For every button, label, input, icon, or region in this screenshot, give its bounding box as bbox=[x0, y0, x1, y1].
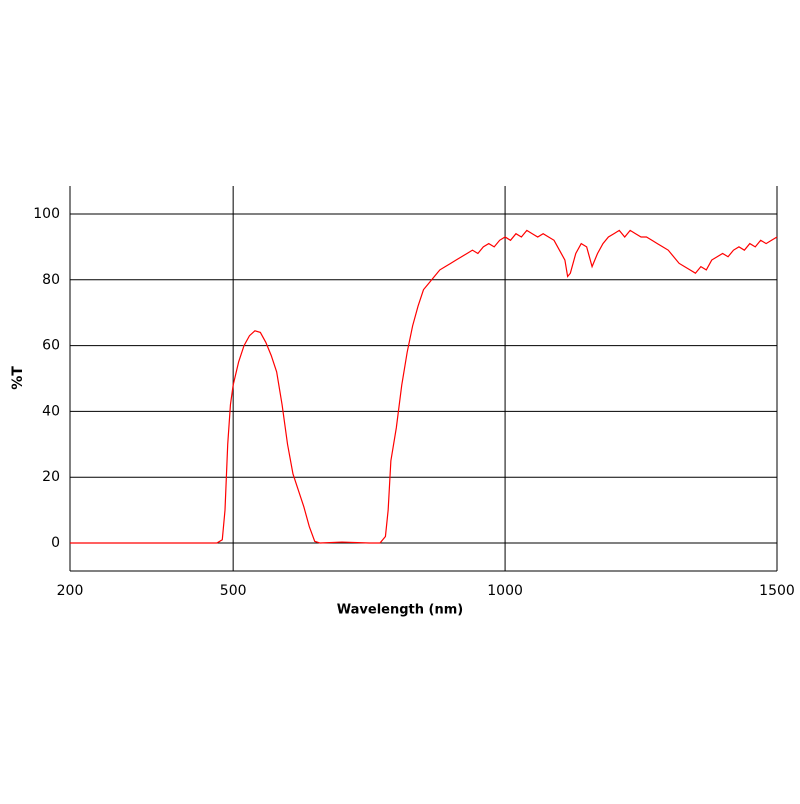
x-tick-label: 1000 bbox=[487, 583, 523, 599]
data-line bbox=[70, 229, 778, 544]
y-tick-label: 60 bbox=[42, 338, 60, 354]
y-tick-label: 40 bbox=[42, 403, 60, 419]
y-tick-label: 80 bbox=[42, 272, 60, 288]
y-tick-label: 0 bbox=[51, 535, 60, 551]
x-tick-label: 1500 bbox=[759, 583, 795, 599]
x-axis-label: Wavelength (nm) bbox=[337, 603, 463, 618]
y-tick-label: 20 bbox=[42, 469, 60, 485]
y-axis-label: %T bbox=[10, 366, 26, 390]
x-tick-label: 500 bbox=[220, 583, 247, 599]
x-tick-label: 200 bbox=[57, 583, 84, 599]
y-tick-label: 100 bbox=[33, 206, 60, 222]
